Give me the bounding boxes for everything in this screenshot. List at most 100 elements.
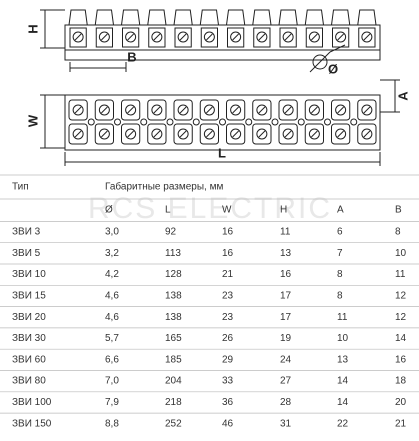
- cell: [122, 27, 140, 48]
- cell: 12: [395, 291, 407, 302]
- cell: 3,2: [105, 248, 119, 259]
- cell: 138: [165, 291, 182, 302]
- cell: [173, 99, 193, 121]
- cell: ЗВИ 100: [12, 397, 52, 408]
- hole: [166, 118, 174, 126]
- slot: [206, 130, 213, 138]
- cell: 11: [395, 269, 406, 280]
- column-header: A: [337, 205, 344, 216]
- slot: [74, 33, 82, 41]
- screw: [361, 128, 373, 140]
- cell: [147, 99, 167, 121]
- slot: [101, 106, 108, 114]
- cell: 18: [395, 376, 407, 387]
- cell: 11: [280, 227, 291, 238]
- slot: [74, 130, 82, 138]
- cell: 13: [337, 354, 349, 365]
- screw: [282, 128, 294, 140]
- cell: [226, 99, 246, 121]
- screw: [177, 104, 189, 116]
- screw: [98, 128, 110, 140]
- slot: [232, 106, 239, 114]
- cell: 23: [222, 291, 234, 302]
- screw: [125, 104, 137, 116]
- dimension-label: Ø: [328, 61, 338, 76]
- column-header: W: [222, 205, 232, 216]
- screw: [308, 31, 320, 43]
- cell: [68, 99, 88, 121]
- cell: [94, 99, 114, 121]
- screw: [151, 104, 163, 116]
- screw: [335, 104, 347, 116]
- cell: [278, 123, 298, 145]
- cell: 14: [337, 397, 349, 408]
- screw: [177, 128, 189, 140]
- screw: [125, 31, 137, 43]
- cell: 16: [222, 248, 234, 259]
- cell: [121, 99, 141, 121]
- cell: 10: [395, 248, 407, 259]
- cell: 23: [222, 312, 234, 323]
- cell: 28: [280, 397, 292, 408]
- tab: [304, 9, 324, 26]
- cell: ЗВИ 150: [12, 418, 52, 429]
- screw: [72, 128, 84, 140]
- screw: [361, 104, 373, 116]
- cell: [357, 123, 377, 145]
- screw: [230, 104, 242, 116]
- slot: [74, 106, 82, 114]
- cell: 252: [165, 418, 182, 429]
- dimension-label: L: [218, 145, 226, 160]
- slot: [101, 33, 108, 41]
- hole: [87, 118, 95, 126]
- cell: 6,6: [105, 354, 119, 365]
- dimension-label: W: [25, 114, 40, 127]
- cell: [199, 99, 219, 121]
- cell: 17: [280, 291, 292, 302]
- cell: [304, 123, 324, 145]
- cell: [253, 27, 271, 48]
- cell: 11: [337, 312, 348, 323]
- cell: 4,6: [105, 312, 119, 323]
- slot: [127, 33, 134, 41]
- screw: [282, 31, 294, 43]
- cell: 8: [395, 227, 401, 238]
- cell: 3,0: [105, 227, 119, 238]
- cell: [358, 27, 376, 48]
- slot: [337, 130, 344, 138]
- cell: 12: [395, 312, 407, 323]
- tab: [357, 9, 377, 26]
- cell: 8: [337, 269, 343, 280]
- slot: [179, 130, 187, 138]
- screw: [335, 31, 347, 43]
- cell: 46: [222, 418, 234, 429]
- screw: [256, 128, 268, 140]
- cell: 185: [165, 354, 182, 365]
- cell: ЗВИ 10: [12, 269, 46, 280]
- strip-body: [64, 94, 381, 151]
- slot: [258, 33, 266, 41]
- screw: [98, 104, 110, 116]
- cell: [278, 99, 298, 121]
- cell: [69, 27, 87, 48]
- cell: 31: [280, 418, 292, 429]
- dimension-label: A: [395, 91, 410, 101]
- cell: 24: [280, 354, 292, 365]
- slot: [337, 106, 344, 114]
- slot: [284, 33, 292, 41]
- hole: [140, 118, 148, 126]
- header-cell: Тип: [12, 182, 29, 193]
- cell: [200, 27, 218, 48]
- header-cell: Габаритные размеры, мм: [105, 181, 223, 193]
- screw: [203, 31, 215, 43]
- cell: 26: [222, 333, 234, 344]
- cell: [174, 27, 192, 48]
- hole: [192, 118, 200, 126]
- screw: [308, 104, 320, 116]
- cell: 8,8: [105, 418, 119, 429]
- cell: [173, 123, 193, 145]
- dimension-label: B: [127, 49, 136, 64]
- cell: 33: [222, 376, 234, 387]
- screw: [72, 31, 84, 43]
- screw: [361, 31, 373, 43]
